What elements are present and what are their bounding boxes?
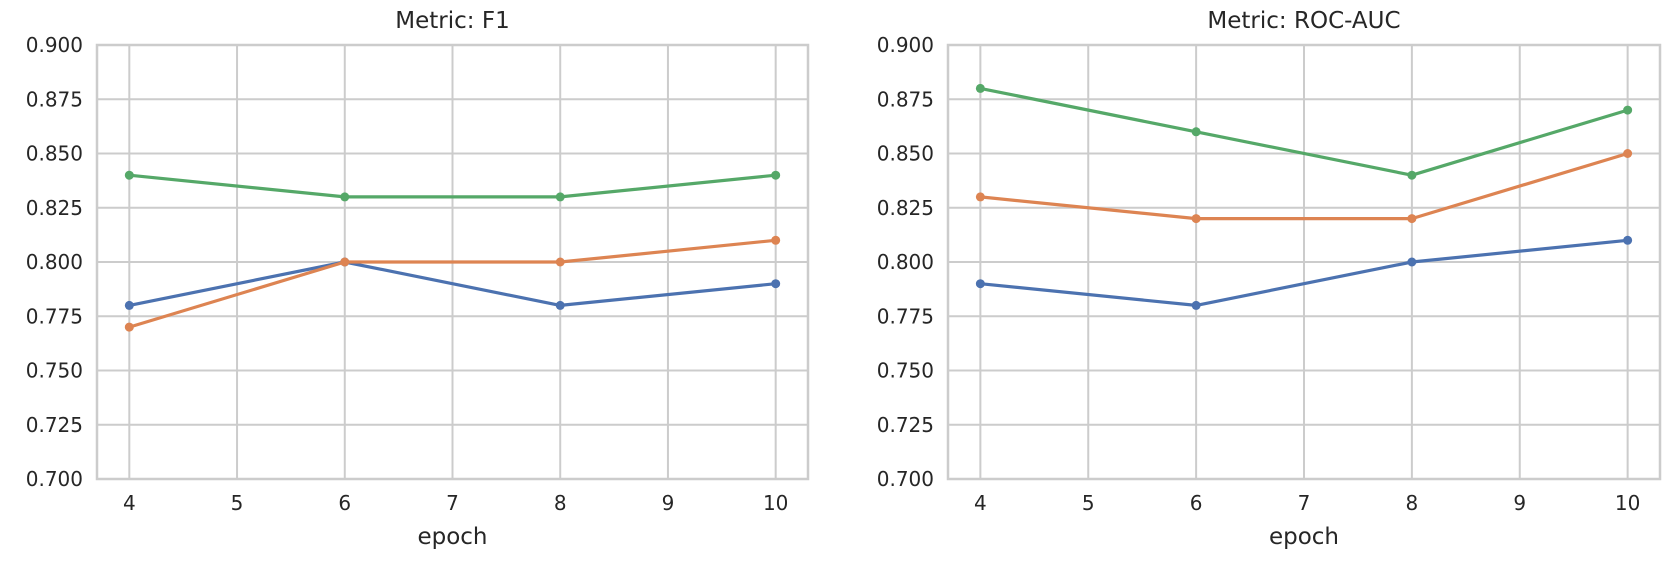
- series-orange-line: [978, 151, 1630, 221]
- series-blue-line: [978, 238, 1630, 307]
- x-tick-label: 8: [554, 491, 567, 515]
- y-tick-label: 0.850: [26, 142, 83, 166]
- x-tick-label: 10: [1615, 491, 1640, 515]
- y-tick-label: 0.900: [26, 33, 83, 57]
- series-green-line: [978, 86, 1630, 177]
- y-tick-label: 0.750: [26, 359, 83, 383]
- y-tick-label: 0.700: [26, 467, 83, 491]
- x-tick-label: 4: [123, 491, 136, 515]
- x-tick-label: 9: [662, 491, 675, 515]
- series-blue-point: [975, 279, 985, 289]
- x-tick-label: 5: [231, 491, 244, 515]
- series-green-point: [340, 192, 350, 202]
- x-tick-label: 8: [1406, 491, 1419, 515]
- y-tick-label: 0.825: [877, 196, 934, 220]
- y-tick-label: 0.725: [877, 413, 934, 437]
- x-tick-label: 6: [1190, 491, 1203, 515]
- x-tick-label: 6: [338, 491, 351, 515]
- series-green-point: [555, 192, 565, 202]
- series-blue-point: [1623, 235, 1633, 245]
- y-tick-label: 0.700: [877, 467, 934, 491]
- series-green-point: [975, 83, 985, 93]
- series-blue-point: [1191, 300, 1201, 310]
- series-orange-point: [975, 192, 985, 202]
- series-green-point: [1623, 105, 1633, 115]
- series-orange-point: [771, 235, 781, 245]
- series-blue-point: [771, 279, 781, 289]
- series-green-point: [1407, 170, 1417, 180]
- series-blue-point: [555, 300, 565, 310]
- series-orange-point: [1623, 149, 1633, 158]
- x-tick-label: 9: [1513, 491, 1526, 515]
- series-blue-point: [1407, 257, 1417, 267]
- plot-spines: [946, 43, 1662, 481]
- y-tick-label: 0.800: [26, 250, 83, 274]
- y-tick-label: 0.875: [877, 87, 934, 111]
- x-tick-label: 10: [763, 491, 788, 515]
- x-tick-label: 4: [974, 491, 987, 515]
- series-blue-point: [124, 300, 134, 310]
- y-tick-label: 0.800: [877, 250, 934, 274]
- chart-f1-title: Metric: F1: [395, 8, 510, 34]
- x-tick-label: 7: [1298, 491, 1311, 515]
- y-tick-label: 0.875: [26, 87, 83, 111]
- series-orange-point: [124, 322, 134, 332]
- series-green-point: [771, 170, 781, 180]
- series-green-point: [124, 170, 134, 180]
- y-tick-label: 0.850: [877, 142, 934, 166]
- series-blue-line: [127, 260, 778, 307]
- series-orange-point: [1191, 214, 1201, 224]
- series-green-point: [1191, 127, 1201, 137]
- series-orange-point: [1407, 214, 1417, 224]
- y-tick-label: 0.725: [26, 413, 83, 437]
- y-tick-label: 0.900: [877, 33, 934, 57]
- chart-roc-auc-x-axis-label: epoch: [1268, 524, 1340, 550]
- x-tick-label: 7: [446, 491, 459, 515]
- y-tick-label: 0.750: [877, 359, 934, 383]
- y-tick-label: 0.825: [26, 196, 83, 220]
- y-tick-label: 0.775: [877, 304, 934, 328]
- series-orange-point: [555, 257, 565, 267]
- y-tick-label: 0.775: [26, 304, 83, 328]
- chart-f1-x-axis-label: epoch: [417, 524, 488, 550]
- plot-spines: [95, 43, 810, 481]
- series-orange-line: [127, 238, 778, 329]
- series-orange-point: [340, 257, 350, 267]
- chart-roc-auc-title: Metric: ROC-AUC: [1207, 8, 1401, 34]
- series-green-line: [127, 173, 778, 199]
- x-tick-label: 5: [1082, 491, 1095, 515]
